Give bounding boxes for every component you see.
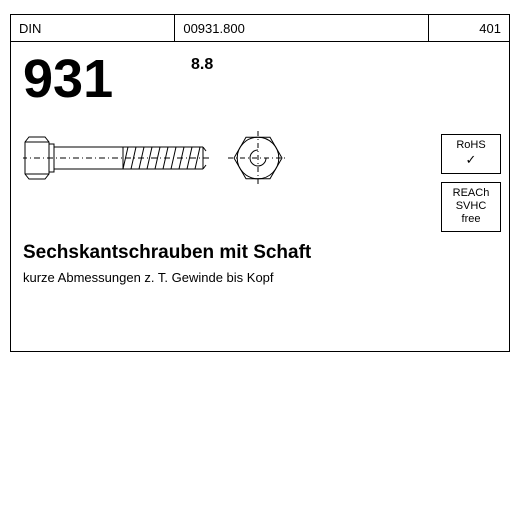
header-right-text: 401 (479, 21, 501, 36)
header-left-text: DIN (19, 21, 41, 36)
din-number: 931 (23, 52, 497, 106)
hex-front-view (228, 131, 288, 185)
header-id: 401 (429, 15, 509, 41)
check-icon: ✓ (444, 152, 498, 168)
product-subtitle: kurze Abmessungen z. T. Gewinde bis Kopf (23, 270, 274, 285)
reach-line2: SVHC (444, 200, 498, 213)
rohs-badge: RoHS ✓ (441, 134, 501, 174)
header-row: DIN 00931.800 401 (10, 14, 510, 42)
rohs-label: RoHS (444, 139, 498, 152)
reach-line1: REACh (444, 187, 498, 200)
spec-card: DIN 00931.800 401 931 8.8 (10, 14, 510, 354)
header-standard: DIN (11, 15, 175, 41)
strength-class: 8.8 (191, 56, 213, 74)
header-code: 00931.800 (175, 15, 429, 41)
product-title: Sechskantschrauben mit Schaft (23, 242, 311, 264)
bolt-drawing (23, 128, 323, 198)
header-center-text: 00931.800 (183, 21, 244, 36)
reach-line3: free (444, 213, 498, 226)
technical-diagram (23, 128, 323, 203)
body-area: 931 8.8 (10, 42, 510, 352)
reach-badge: REACh SVHC free (441, 182, 501, 232)
